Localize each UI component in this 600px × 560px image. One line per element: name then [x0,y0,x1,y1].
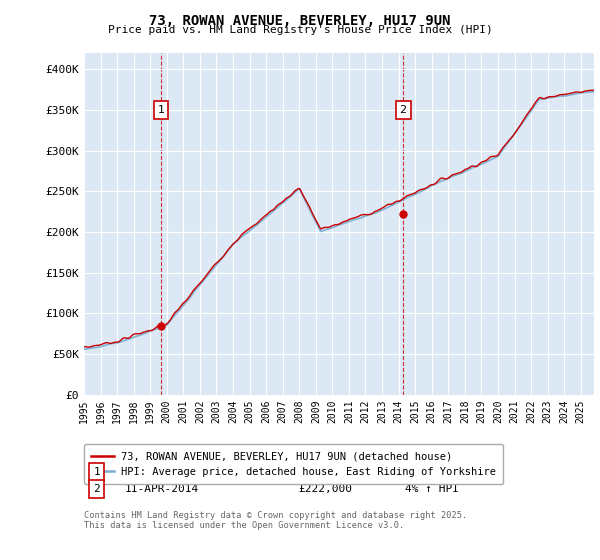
Text: 3% ↑ HPI: 3% ↑ HPI [406,466,460,477]
Text: 73, ROWAN AVENUE, BEVERLEY, HU17 9UN: 73, ROWAN AVENUE, BEVERLEY, HU17 9UN [149,14,451,28]
Text: Contains HM Land Registry data © Crown copyright and database right 2025.
This d: Contains HM Land Registry data © Crown c… [84,511,467,530]
Text: 2: 2 [94,484,100,494]
Text: 1: 1 [157,105,164,115]
Text: 1: 1 [94,466,100,477]
Text: Price paid vs. HM Land Registry's House Price Index (HPI): Price paid vs. HM Land Registry's House … [107,25,493,35]
Text: 11-APR-2014: 11-APR-2014 [125,484,199,494]
Text: 2: 2 [400,105,407,115]
Text: £84,995: £84,995 [298,466,346,477]
Text: 4% ↑ HPI: 4% ↑ HPI [406,484,460,494]
Text: 26-AUG-1999: 26-AUG-1999 [125,466,199,477]
Text: £222,000: £222,000 [298,484,352,494]
Legend: 73, ROWAN AVENUE, BEVERLEY, HU17 9UN (detached house), HPI: Average price, detac: 73, ROWAN AVENUE, BEVERLEY, HU17 9UN (de… [84,445,503,484]
